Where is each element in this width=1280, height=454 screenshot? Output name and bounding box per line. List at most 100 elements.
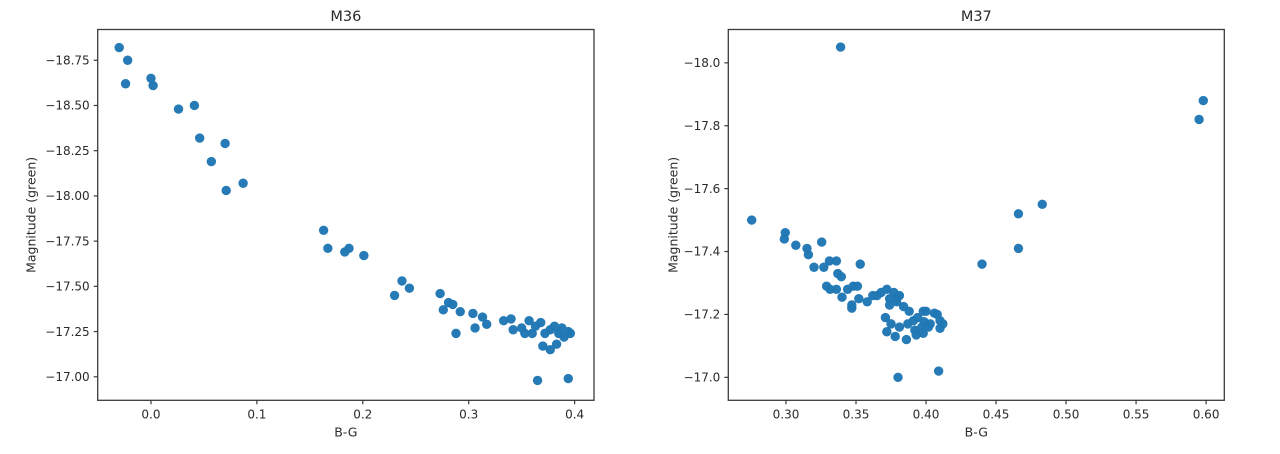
y-tick-label: −18.75: [45, 53, 89, 67]
data-point: [318, 225, 329, 235]
data-point: [882, 284, 892, 294]
data-point: [835, 42, 846, 52]
y-axis-label: Magnitude (green): [24, 157, 39, 273]
data-point: [565, 328, 576, 339]
data-point: [923, 322, 934, 332]
data-point: [803, 249, 814, 260]
data-point: [148, 80, 158, 91]
data-point: [451, 328, 461, 339]
y-tick-label: −17.25: [45, 325, 89, 339]
y-tick-label: −18.0: [684, 56, 721, 70]
data-point: [882, 327, 892, 337]
data-point: [791, 240, 801, 250]
data-point: [404, 283, 415, 293]
data-point: [891, 297, 902, 307]
scatter-points: [746, 42, 1208, 383]
x-tick-label: 0.50: [1053, 407, 1080, 421]
data-point: [238, 178, 248, 188]
data-point: [831, 284, 842, 294]
data-point: [194, 133, 205, 143]
x-tick-label: 0.2: [353, 407, 372, 421]
data-point: [498, 316, 509, 326]
data-point: [977, 259, 987, 269]
data-point: [538, 341, 548, 351]
data-point: [1198, 95, 1208, 106]
x-tick-label: 0.55: [1123, 407, 1150, 421]
data-point: [884, 300, 895, 310]
data-point: [506, 314, 516, 324]
data-point: [933, 366, 944, 376]
data-point: [551, 339, 562, 349]
axes-spines: [727, 28, 1225, 401]
data-point: [935, 323, 945, 333]
data-point: [831, 256, 842, 266]
data-point: [508, 325, 518, 335]
data-point: [809, 262, 819, 272]
y-tick-label: −17.2: [684, 308, 721, 322]
data-point: [819, 262, 829, 272]
data-point: [904, 306, 914, 316]
x-tick-label: 0.4: [565, 407, 584, 421]
data-point: [779, 234, 790, 244]
data-point: [817, 237, 827, 247]
data-point: [549, 321, 560, 331]
data-point: [862, 297, 872, 307]
data-point: [921, 306, 931, 316]
x-tick-label: 0.35: [843, 407, 870, 421]
data-point: [173, 104, 184, 114]
data-point: [470, 323, 480, 333]
data-point: [389, 290, 400, 301]
y-tick-label: −17.50: [45, 280, 89, 294]
data-point: [438, 305, 448, 315]
y-tick-label: −17.00: [45, 370, 89, 384]
data-point: [189, 100, 200, 111]
data-point: [122, 55, 133, 65]
data-point: [536, 317, 546, 328]
data-point: [836, 272, 847, 282]
x-tick-label: 0.45: [983, 407, 1010, 421]
data-point: [1013, 209, 1024, 219]
data-point: [848, 281, 858, 291]
y-axis-label: Magnitude (green): [665, 157, 680, 273]
data-point: [344, 243, 354, 254]
data-point: [220, 138, 230, 149]
data-point: [545, 344, 555, 355]
x-tick-label: 0.40: [913, 407, 940, 421]
data-point: [893, 372, 903, 383]
subplot-m37: 0.30 0.35 0.40 0.45 0.50 0.55 0.60 −18.0 −17.8 −1…: [665, 9, 1225, 439]
data-point: [120, 79, 131, 89]
data-point: [206, 156, 217, 167]
data-point: [468, 308, 478, 319]
data-point: [477, 312, 488, 322]
x-tick-label: 0.60: [1193, 407, 1220, 421]
y-tick-label: −17.75: [45, 234, 89, 248]
data-point: [894, 322, 905, 332]
x-axis-label: B-G: [965, 424, 988, 439]
data-point: [918, 328, 928, 339]
data-point: [435, 288, 445, 299]
y-tick-label: −17.8: [684, 119, 721, 133]
x-axis-label: B-G: [334, 424, 357, 439]
data-point: [323, 243, 333, 254]
data-point: [837, 292, 847, 302]
axes-spines: [97, 28, 595, 401]
data-point: [824, 256, 835, 266]
data-point: [563, 373, 573, 384]
data-point: [855, 259, 865, 269]
data-point: [880, 312, 891, 323]
x-tick-label: 0.3: [459, 407, 478, 421]
data-point: [886, 319, 896, 329]
data-point: [455, 306, 465, 317]
data-point: [520, 328, 530, 339]
data-point: [359, 250, 369, 261]
y-tick-label: −18.50: [45, 99, 89, 113]
data-point: [1037, 199, 1047, 210]
plot-title: M36: [330, 9, 361, 25]
data-point: [397, 276, 407, 286]
x-tick-label: 0.30: [773, 407, 800, 421]
data-point: [847, 300, 857, 310]
x-tick-label: 0.0: [141, 407, 160, 421]
data-point: [890, 331, 900, 342]
y-tick-label: −17.6: [684, 182, 721, 196]
